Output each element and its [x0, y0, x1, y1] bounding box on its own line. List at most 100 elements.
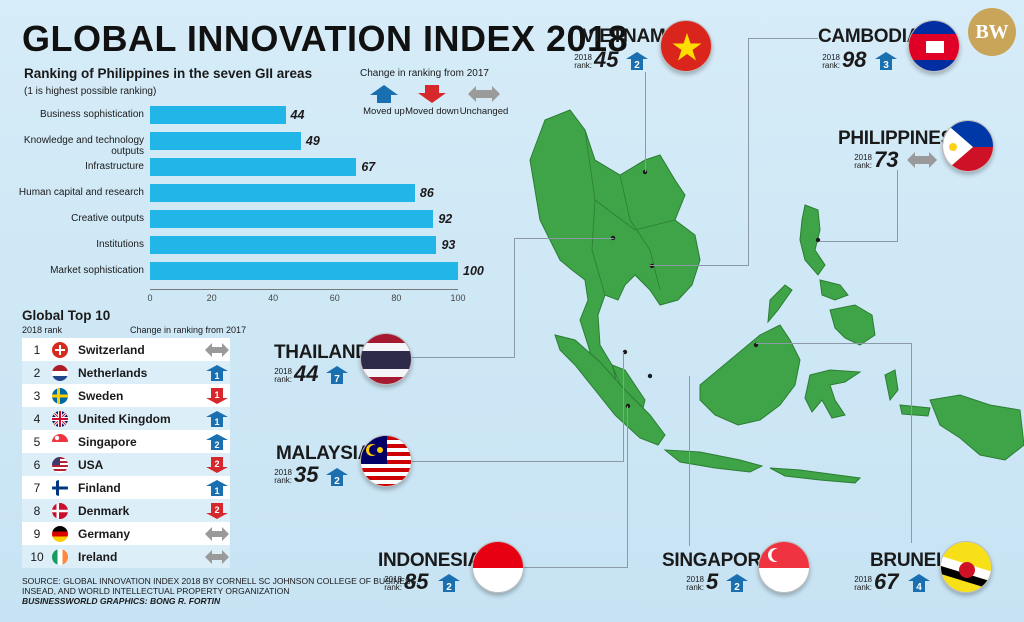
ireland-flag-icon: [52, 548, 68, 565]
source-line-3: BUSINESSWORLD GRAPHICS: BONG R. FORTIN: [22, 596, 221, 606]
up-arrow-icon: 2: [438, 574, 460, 592]
bar-label: Market sophistication: [50, 265, 144, 276]
bar-value-label: 44: [290, 108, 305, 122]
up-arrow-icon: [370, 85, 398, 103]
leader-indonesia: [520, 406, 628, 568]
country-cell: Denmark: [78, 503, 130, 518]
bar-label: Knowledge and technology outputs: [23, 135, 144, 157]
philippines-rank-word: rank:: [854, 161, 872, 170]
bar: [150, 262, 458, 280]
singapore-rank: 5: [706, 569, 719, 594]
bar-value-label: 93: [441, 238, 456, 252]
map-papua: [929, 394, 1024, 461]
source-line-2: INSEAD, and WORLD INTELLECTUAL PROPERTY …: [22, 586, 290, 596]
map-dot-philippines: [815, 237, 821, 243]
vietnam-flag: [660, 20, 712, 72]
indonesia-rank-caption: 2018 rank:: [382, 576, 402, 592]
map-philippines-visayas: [819, 279, 849, 301]
bar-label: Creative outputs: [71, 213, 144, 224]
leader-vietnam: [645, 72, 646, 172]
indonesia-rank: 85: [404, 569, 429, 594]
map-seram: [899, 404, 931, 417]
x-axis-line: [150, 289, 458, 290]
table-row: 6 USA 2: [22, 453, 230, 476]
legend-moved-up-label: Moved up: [363, 106, 405, 117]
brunei-flag-icon: [941, 542, 991, 592]
thailand-flag-icon: [361, 334, 411, 384]
usa-flag-icon: [52, 456, 68, 473]
cambodia-flag: [908, 20, 960, 72]
bar-label: Infrastructure: [85, 161, 144, 172]
unchanged-arrow-icon: [907, 152, 937, 168]
brunei-rank: 67: [874, 569, 899, 594]
switzerland-flag-icon: [52, 341, 68, 358]
cambodia-rank-caption: 2018 rank:: [820, 54, 840, 70]
change-cell: 2: [204, 456, 230, 473]
table-row: 1 Switzerland: [22, 338, 230, 361]
brunei-rank-caption: 2018 rank:: [852, 576, 872, 592]
country-cell: Singapore: [78, 434, 137, 449]
country-cell: United Kingdom: [78, 411, 171, 426]
legend-moved-up: Moved up: [352, 84, 416, 117]
chart-subtitle: Ranking of Philippines in the seven GII …: [24, 66, 313, 81]
bar-value-label: 86: [419, 186, 434, 200]
x-tick-label: 0: [147, 293, 153, 303]
cambodia-rank-year: 2018: [822, 53, 840, 62]
philippines-rank: 73: [874, 147, 899, 172]
philippines-name: PHILIPPINES: [838, 128, 953, 149]
leader-cambodia-h: [650, 265, 748, 266]
country-cell: USA: [78, 457, 104, 472]
singapore-flag-icon: [759, 542, 809, 592]
singapore-rank-word: rank:: [686, 583, 704, 592]
cambodia-name: CAMBODIA: [818, 26, 921, 47]
malaysia-flag: [360, 435, 412, 487]
germany-flag-icon: [52, 525, 68, 542]
bar-label: Institutions: [96, 239, 144, 250]
malaysia-delta: 2: [334, 476, 340, 486]
rank-cell: 3: [33, 388, 41, 403]
down-arrow-icon: 2: [206, 502, 228, 519]
map-borneo: [699, 324, 801, 426]
legend-moved-down-label: Moved down: [405, 106, 459, 117]
malaysia-name: MALAYSIA: [276, 443, 372, 464]
country-cell: Switzerland: [78, 342, 145, 357]
bar-value-label: 100: [463, 264, 484, 278]
philippines-change-badge: [907, 151, 937, 169]
change-cell: 1: [204, 410, 230, 427]
brunei-name: BRUNEI: [870, 550, 942, 571]
legend-title: Change in ranking from 2017: [360, 68, 489, 79]
down-arrow-icon: 2: [206, 456, 228, 473]
leader-philippines: [820, 170, 898, 242]
map-philippines-luzon: [799, 204, 826, 276]
up-arrow-icon: 2: [326, 468, 348, 486]
bar: [150, 106, 286, 124]
legend-unchanged-label: Unchanged: [459, 106, 509, 117]
svg-text:1: 1: [214, 390, 219, 400]
indonesia-name: INDONESIA: [378, 550, 481, 571]
brunei-rank-year: 2018: [854, 575, 872, 584]
bar: [150, 132, 301, 150]
cambodia-delta: 3: [883, 60, 889, 70]
map-palawan: [767, 284, 793, 324]
svg-text:2: 2: [214, 505, 219, 515]
top10-title: Global Top 10: [22, 308, 111, 323]
thailand-rank-year: 2018: [274, 367, 292, 376]
thailand-rank-word: rank:: [274, 375, 292, 384]
leader-malaysia: [412, 352, 624, 462]
brunei-delta: 4: [916, 582, 922, 592]
change-cell: 1: [204, 364, 230, 381]
star-icon: [672, 33, 702, 61]
thailand-change-badge: 7: [326, 366, 348, 384]
indonesia-rank-word: rank:: [384, 583, 402, 592]
x-tick-label: 100: [450, 293, 466, 303]
page-title: GLOBAL INNOVATION INDEX 2018: [22, 18, 629, 59]
country-cell: Germany: [78, 526, 131, 541]
up-arrow-icon: 1: [206, 410, 228, 427]
map-lesser-sunda: [769, 467, 862, 484]
indonesia-rank-year: 2018: [384, 575, 402, 584]
bar-chart: [0, 0, 1, 1]
rank-cell: 5: [33, 434, 41, 449]
vietnam-rank: 45: [594, 47, 619, 72]
rank-cell: 6: [33, 457, 41, 472]
cambodia-flag-icon: [909, 21, 959, 71]
